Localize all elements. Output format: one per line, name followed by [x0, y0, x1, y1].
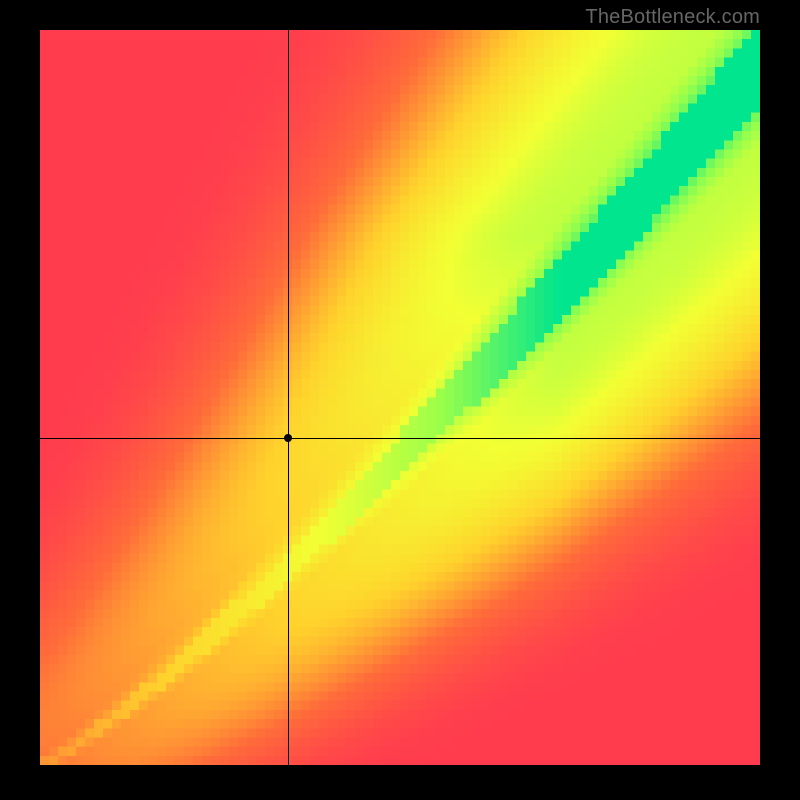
- heatmap-canvas: [40, 30, 760, 765]
- crosshair-marker[interactable]: [284, 434, 292, 442]
- crosshair-horizontal: [40, 438, 760, 439]
- heatmap-plot: [40, 30, 760, 765]
- watermark-text: TheBottleneck.com: [585, 6, 760, 29]
- crosshair-vertical: [288, 30, 289, 765]
